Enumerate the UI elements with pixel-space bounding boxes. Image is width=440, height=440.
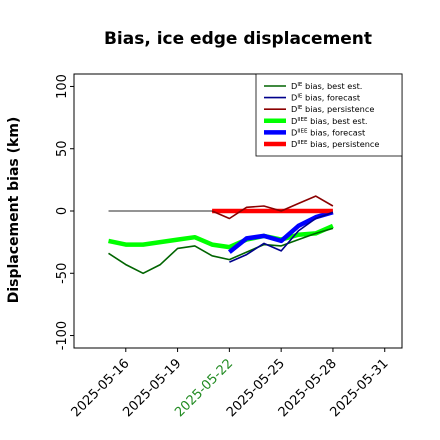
plot-area: -100-500501002025-05-162025-05-192025-05… (55, 73, 403, 420)
y-tick-label: 100 (55, 74, 70, 99)
legend-entry-label: DIIEE bias, best est. (291, 116, 368, 126)
legend-entry-label: DIIEE bias, forecast (291, 127, 366, 137)
legend-entry-label: DIE bias, persistence (291, 104, 374, 114)
series-line (108, 223, 334, 250)
legend-entry-label: DIIEE bias, persistence (291, 139, 379, 149)
legend-entry-label: DIE bias, forecast (291, 93, 361, 103)
series-line (227, 210, 334, 254)
y-tick-label: -100 (55, 321, 70, 351)
y-tick-label: 0 (55, 207, 70, 215)
y-tick-label: -50 (55, 263, 70, 284)
y-axis-label: Displacement bias (km) (6, 117, 22, 304)
series-line (211, 195, 334, 220)
series-line (108, 227, 334, 275)
chart-title: Bias, ice edge displacement (104, 29, 372, 49)
legend: DIE bias, best est. DIE bias, forecastDIE… (255, 73, 403, 157)
legend-entry-label: DIE bias, best est. (291, 81, 362, 91)
series-line (229, 211, 334, 263)
y-tick-label: 50 (55, 140, 70, 157)
